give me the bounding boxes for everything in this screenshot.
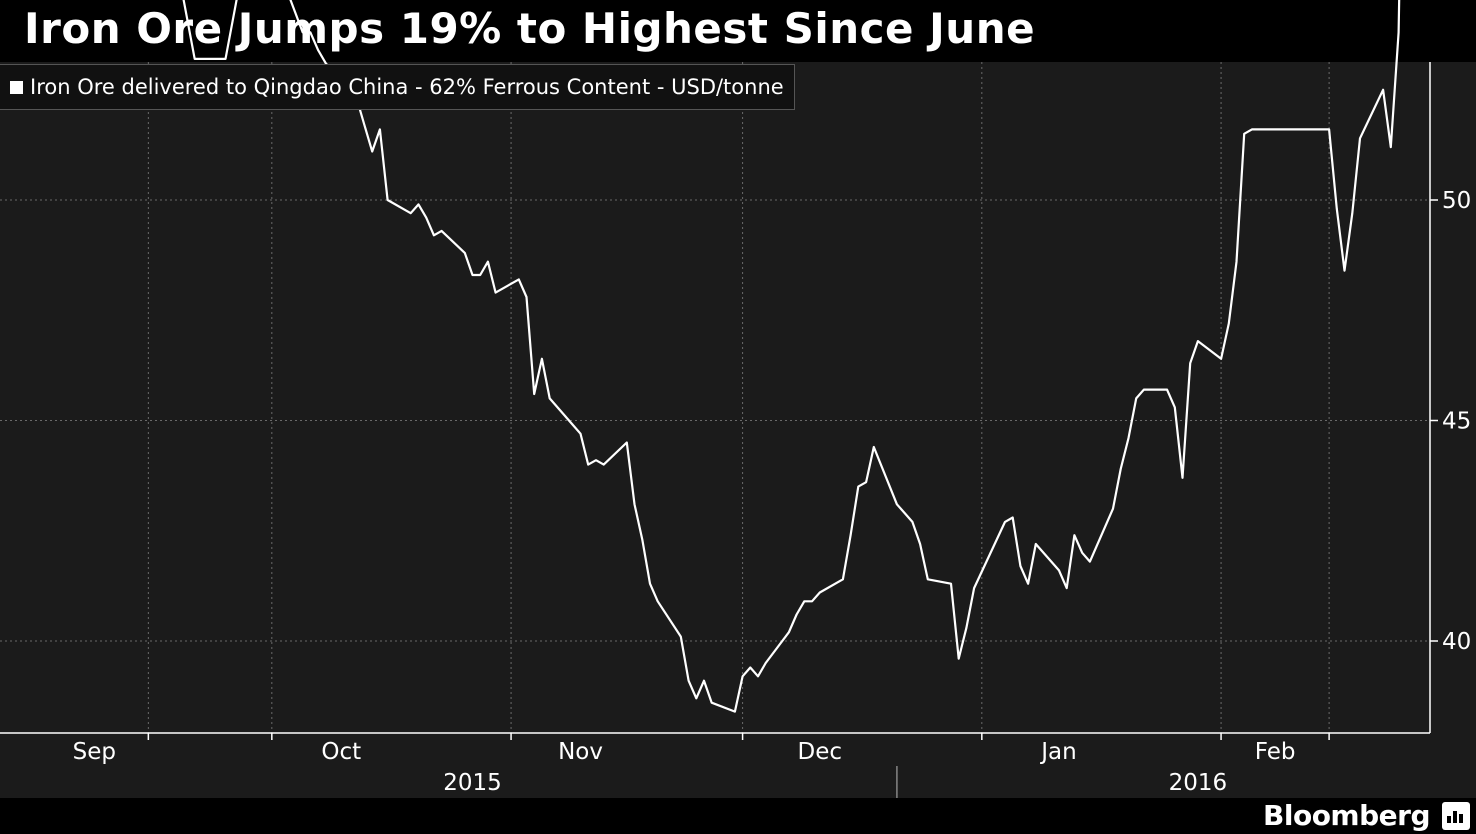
- axes: [0, 62, 1438, 798]
- x-month-label: Dec: [798, 739, 843, 765]
- chart-area: [0, 62, 1476, 798]
- legend: Iron Ore delivered to Qingdao China - 62…: [0, 64, 795, 110]
- x-axis-labels: Sep Oct Nov Dec Jan Feb 2015 2016: [73, 739, 1296, 796]
- series-line-iron-ore: [182, 0, 1401, 713]
- title-bar: Iron Ore Jumps 19% to Highest Since June: [0, 0, 1476, 62]
- x-year-label: 2016: [1169, 770, 1228, 796]
- x-month-label: Nov: [558, 739, 603, 765]
- bloomberg-chart-icon: [1442, 802, 1470, 830]
- x-month-label: Feb: [1255, 739, 1296, 765]
- y-axis-labels: 404550556065: [1442, 188, 1471, 655]
- y-tick-label: 50: [1442, 188, 1471, 214]
- x-month-label: Oct: [321, 739, 361, 765]
- x-month-label: Jan: [1039, 739, 1076, 765]
- footer: [0, 798, 1476, 834]
- y-tick-label: 40: [1442, 629, 1471, 655]
- bloomberg-logo-text: Bloomberg: [1263, 799, 1430, 832]
- y-tick-label: 45: [1442, 409, 1471, 435]
- legend-swatch: [10, 80, 23, 94]
- legend-label: Iron Ore delivered to Qingdao China - 62…: [30, 75, 784, 99]
- grid-lines: [0, 62, 1430, 733]
- x-year-label: 2015: [443, 770, 502, 796]
- x-month-label: Sep: [73, 739, 116, 765]
